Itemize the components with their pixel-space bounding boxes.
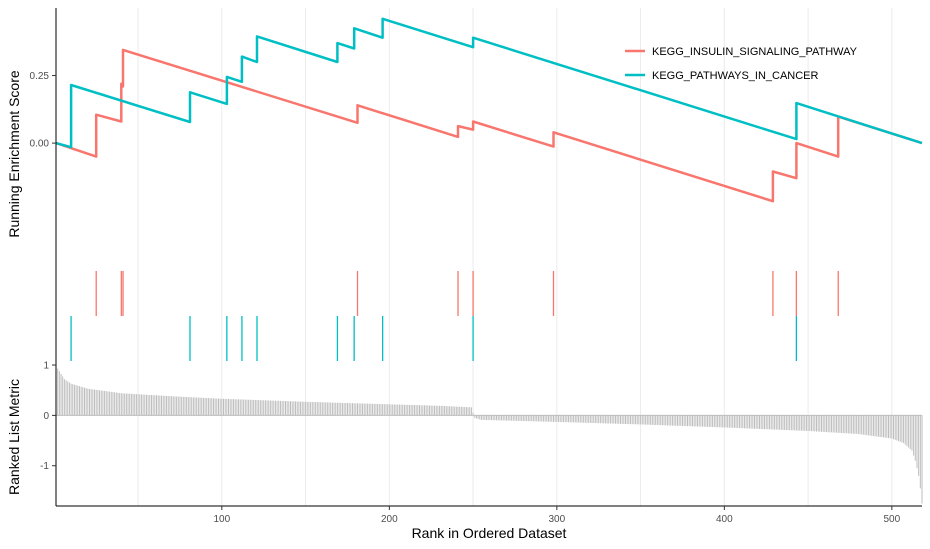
legend: KEGG_INSULIN_SIGNALING_PATHWAY KEGG_PATH… <box>625 46 858 82</box>
legend-label: KEGG_PATHWAYS_IN_CANCER <box>652 70 819 82</box>
y-tick-label: 1 <box>43 361 49 372</box>
running-score-lines <box>55 17 923 203</box>
legend-label: KEGG_INSULIN_SIGNALING_PATHWAY <box>652 46 858 58</box>
x-axis-title: Rank in Ordered Dataset <box>412 525 567 541</box>
running-score-line <box>55 48 923 203</box>
y-tick-label: 0 <box>43 411 49 422</box>
running-score-line <box>55 17 923 149</box>
x-tick-label: 100 <box>213 514 230 525</box>
y-tick-label: -1 <box>40 461 49 472</box>
axis-ticks <box>52 75 893 510</box>
y-axis-title-ranked-metric: Ranked List Metric <box>6 379 22 495</box>
x-tick-label: 300 <box>548 514 565 525</box>
gene-hit-ticks <box>70 271 839 361</box>
y-axis-title-running-score: Running Enrichment Score <box>6 70 22 238</box>
y-tick-label: 0.00 <box>30 139 50 150</box>
ranked-metric-bars <box>55 366 923 504</box>
x-tick-label: 400 <box>716 514 733 525</box>
x-tick-label: 200 <box>381 514 398 525</box>
y-tick-label: 0.25 <box>30 71 50 82</box>
axes <box>55 8 922 507</box>
x-tick-label: 500 <box>884 514 901 525</box>
